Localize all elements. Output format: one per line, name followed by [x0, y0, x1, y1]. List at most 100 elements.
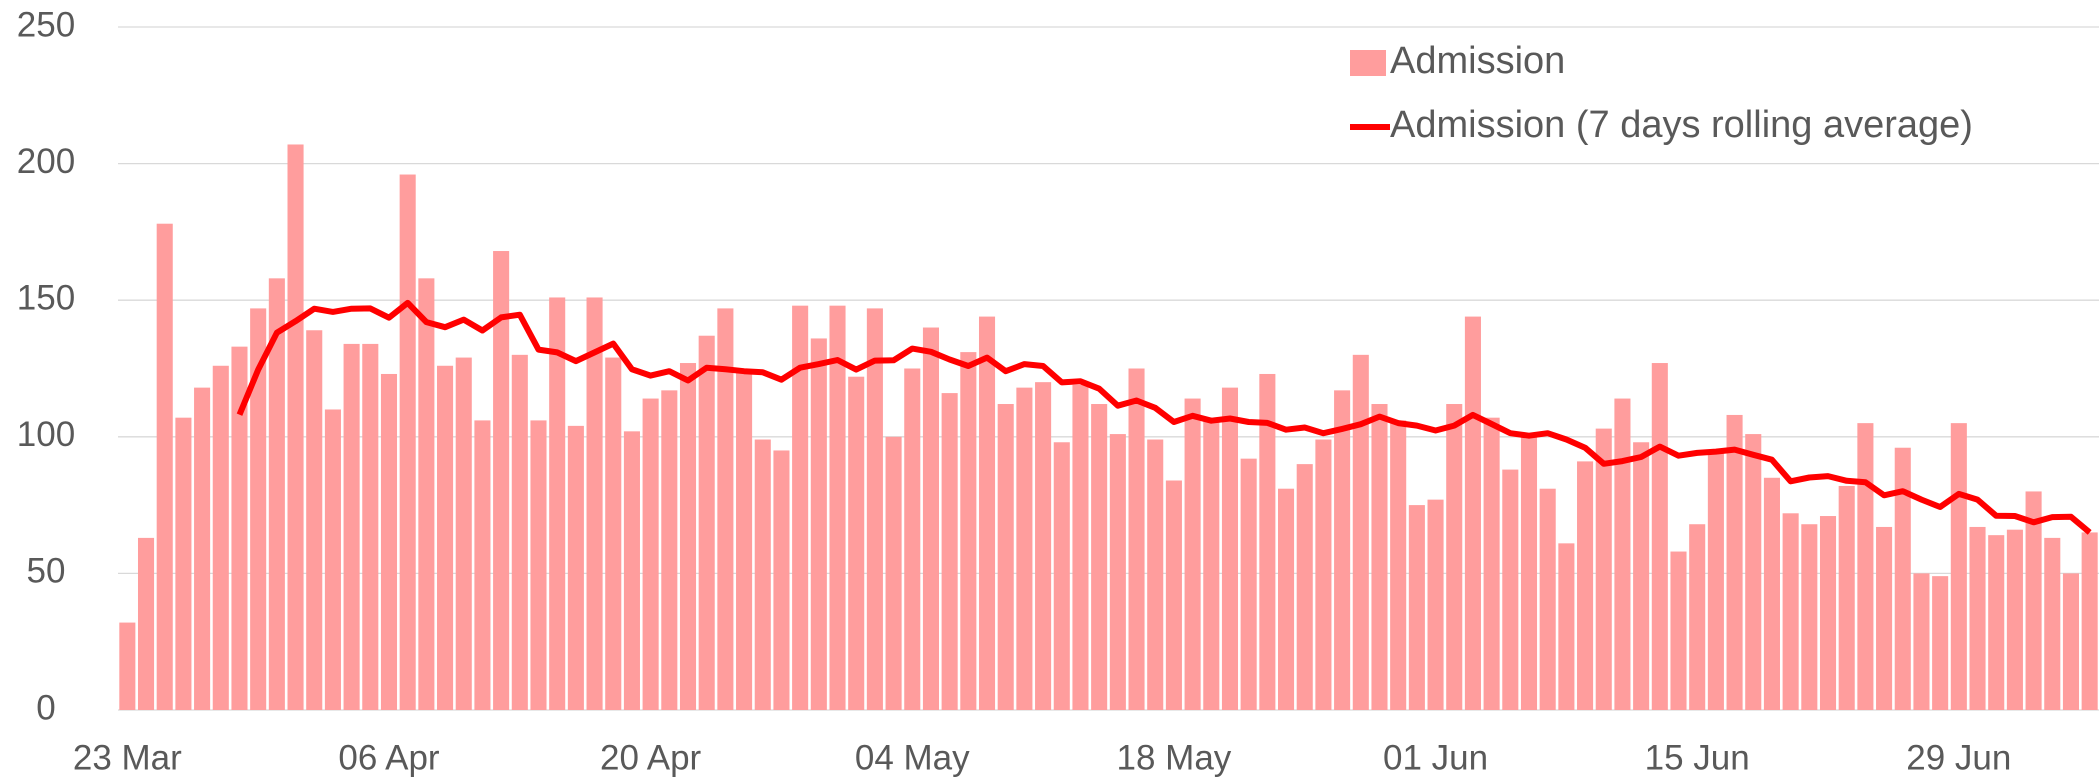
- x-tick-label: 01 Jun: [1383, 738, 1488, 777]
- bar: [511, 354, 528, 710]
- y-tick-label: 150: [17, 278, 75, 317]
- bar: [1988, 535, 2005, 710]
- bar: [941, 393, 958, 710]
- bar: [997, 404, 1014, 710]
- bar: [866, 308, 883, 710]
- bar: [1035, 382, 1052, 710]
- bar: [212, 365, 229, 710]
- bar: [1726, 414, 1743, 710]
- bar: [268, 278, 285, 710]
- bar: [1707, 453, 1724, 710]
- bar: [380, 373, 398, 710]
- bar: [2081, 532, 2098, 710]
- bar: [1221, 387, 1239, 710]
- bar: [567, 425, 584, 710]
- bar: [1502, 469, 1519, 710]
- bar: [2044, 537, 2061, 710]
- bar: [175, 417, 192, 710]
- bar: [474, 420, 491, 710]
- bar: [156, 223, 173, 711]
- bar: [362, 343, 379, 710]
- bar: [1334, 390, 1351, 710]
- bar: [306, 330, 323, 710]
- bar: [455, 357, 472, 710]
- bar: [399, 174, 416, 710]
- bar: [1932, 576, 1949, 710]
- bar: [1819, 516, 1837, 710]
- bar: [1259, 373, 1276, 710]
- bar: [137, 537, 155, 710]
- bar: [1763, 477, 1780, 710]
- bar: [530, 420, 547, 710]
- x-tick-label: 15 Jun: [1645, 738, 1750, 777]
- bar: [1053, 442, 1070, 710]
- bar: [2006, 529, 2023, 710]
- bar: [773, 450, 790, 710]
- bar: [1689, 524, 1706, 710]
- bar: [1240, 458, 1257, 710]
- bar: [810, 338, 827, 710]
- bar: [1109, 434, 1126, 710]
- bar: [1128, 368, 1145, 710]
- y-tick-label: 100: [17, 415, 75, 454]
- legend-label: Admission (7 days rolling average): [1390, 104, 1973, 146]
- legend-swatch: [1350, 50, 1386, 76]
- bar: [623, 431, 640, 710]
- bar: [1857, 423, 1874, 710]
- bar: [698, 335, 715, 710]
- bar: [2025, 491, 2042, 710]
- bar: [1203, 420, 1220, 710]
- bar: [324, 409, 341, 710]
- bar: [605, 357, 622, 710]
- y-tick-label: 50: [27, 552, 66, 591]
- bar: [119, 622, 136, 710]
- bar: [1838, 485, 1855, 710]
- x-tick-label: 06 Apr: [338, 738, 440, 777]
- bar: [736, 371, 753, 710]
- legend-label: Admission: [1390, 40, 1565, 82]
- bar: [1296, 464, 1313, 710]
- y-tick-label: 0: [36, 688, 55, 727]
- bar: [1670, 551, 1687, 710]
- bar: [642, 398, 659, 710]
- y-tick-label: 200: [17, 142, 75, 181]
- bar: [792, 305, 809, 710]
- bar: [194, 387, 211, 710]
- bar: [549, 297, 566, 710]
- bar: [1184, 398, 1201, 710]
- bar: [1577, 461, 1594, 710]
- bar: [287, 144, 304, 710]
- bar: [1539, 488, 1556, 710]
- bar: [1969, 526, 1986, 710]
- bar: [1950, 423, 1967, 710]
- bar: [1464, 316, 1481, 710]
- bar: [679, 363, 697, 710]
- bar: [1651, 363, 1668, 710]
- bar: [978, 316, 996, 710]
- x-tick-label: 04 May: [855, 738, 970, 777]
- bar: [1091, 404, 1108, 710]
- bar: [586, 297, 603, 710]
- bar: [1371, 404, 1388, 710]
- bar: [1801, 524, 1818, 710]
- bar: [1745, 434, 1762, 710]
- bar: [493, 251, 510, 711]
- bar: [1558, 543, 1575, 710]
- bar: [1520, 436, 1538, 710]
- x-tick-label: 23 Mar: [73, 738, 182, 777]
- bar: [1876, 526, 1893, 710]
- bar: [904, 368, 921, 710]
- x-tick-label: 18 May: [1117, 738, 1232, 777]
- bar: [829, 305, 846, 710]
- bar: [754, 439, 771, 710]
- bar: [1016, 387, 1033, 710]
- bar: [1165, 480, 1182, 710]
- bar: [1782, 513, 1799, 710]
- bar: [885, 436, 902, 710]
- bar: [1408, 505, 1425, 710]
- bar: [343, 343, 360, 710]
- bar: [1315, 439, 1332, 710]
- bar: [717, 308, 734, 710]
- bar: [418, 278, 435, 710]
